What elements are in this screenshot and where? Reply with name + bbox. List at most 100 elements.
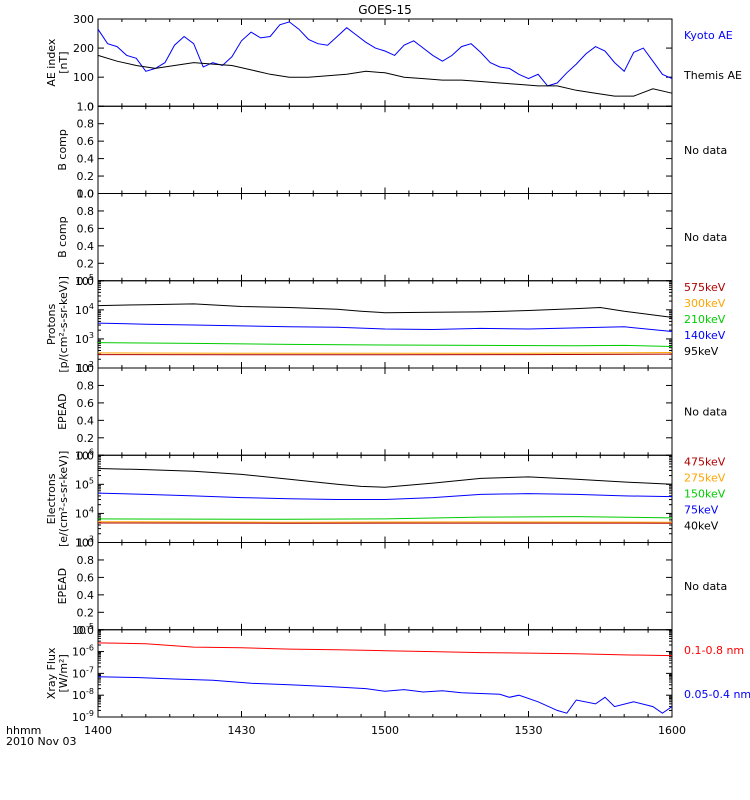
y-tick-label: 0.0 [77, 188, 95, 201]
panel-b2: 0.0 0.2 0.4 0.6 0.8 1.0 B comp No data [56, 188, 727, 288]
panel-frame [97, 18, 673, 107]
time-unit-label: hhmm [6, 724, 41, 737]
x-tick-label: 1600 [658, 724, 686, 737]
chart-title: GOES-15 [358, 3, 412, 17]
series-line-75kev [97, 492, 673, 500]
y-tick-label: 0 [87, 100, 94, 113]
y-tick-label: 0.8 [77, 205, 95, 218]
legend-entry: 575keV [684, 281, 726, 294]
y-tick-label: 0.2 [77, 170, 95, 183]
panel-frame [97, 367, 673, 456]
series-line-140kev [97, 322, 673, 332]
y-tick-label: 0.6 [77, 397, 95, 410]
panel-ae: 0 100 200 300 AE index [nT] Kyoto AE Themis AE [45, 13, 742, 113]
y-axis-label: B comp [56, 129, 69, 171]
y-axis-label: Protons [45, 304, 58, 345]
y-axis-label: EPEAD [56, 393, 69, 430]
panel-protons: 102 103 104 105 Protons [p/(cm²-s-sr-keV)] 575… [45, 273, 726, 375]
panel-frame [97, 629, 673, 718]
y-tick-label: 0.0 [77, 624, 95, 637]
series-line-40kev [97, 468, 673, 488]
series-line-kyoto-ae [97, 21, 673, 87]
panel-epead1: 0.0 0.2 0.4 0.6 0.8 1.0 EPEAD No data [56, 362, 727, 462]
legend-entry: 210keV [684, 313, 726, 326]
y-tick-label: 0.4 [77, 240, 95, 253]
legend-entry: 475keV [684, 455, 726, 468]
y-tick-label: 1.0 [77, 188, 95, 201]
y-tick-label: 0.6 [77, 571, 95, 584]
panel-xray: 10-9 10-8 10-7 10-6 10-5 Xray Flux [W/m²] 0.1-0… [45, 622, 750, 724]
y-tick-label: 10-7 [72, 665, 94, 680]
y-tick-label: 300 [73, 13, 94, 26]
y-tick-label: 0.8 [77, 379, 95, 392]
no-data-label: No data [684, 406, 727, 419]
date-label: 2010 Nov 03 [6, 735, 76, 748]
y-axis-label: [W/m²] [57, 654, 70, 692]
y-tick-label: 0.6 [77, 222, 95, 235]
legend-entry: 300keV [684, 297, 726, 310]
y-tick-label: 0.8 [77, 118, 95, 131]
y-axis-label: Xray Flux [45, 647, 58, 699]
panel-frame [97, 193, 673, 282]
series-line-575kev [97, 353, 673, 356]
y-tick-label: 0.0 [77, 275, 95, 288]
y-tick-label: 106 [75, 447, 94, 462]
panel-frame [97, 542, 673, 631]
panel-epead2: 0.0 0.2 0.4 0.6 0.8 1.0 EPEAD No data [56, 537, 727, 637]
no-data-label: No data [684, 144, 727, 157]
y-tick-label: 105 [75, 476, 94, 491]
y-tick-label: 0.0 [77, 449, 95, 462]
y-tick-label: 103 [75, 535, 94, 550]
y-tick-label: 0.2 [77, 432, 95, 445]
y-tick-label: 104 [75, 505, 94, 520]
x-tick-label: 1500 [371, 724, 399, 737]
legend-entry: 40keV [684, 519, 719, 532]
y-axis-label: AE index [45, 38, 58, 87]
legend-entry: 0.1-0.8 nm [684, 644, 744, 657]
x-tick-label: 1530 [515, 724, 543, 737]
series-line-275kev [97, 521, 673, 523]
y-tick-label: 1.0 [77, 362, 95, 375]
y-tick-label: 100 [73, 71, 94, 84]
x-tick-label: 1430 [228, 724, 256, 737]
panel-b1: 0.0 0.2 0.4 0.6 0.8 1.0 B comp No data [56, 100, 727, 200]
legend-entry: 75keV [684, 503, 719, 516]
y-axis-label: [e/(cm²-s-sr-keV)] [57, 451, 70, 547]
y-tick-label: 105 [75, 273, 94, 288]
series-line-95kev [97, 303, 673, 318]
series-line-210kev [97, 342, 673, 347]
y-tick-label: 0.4 [77, 414, 95, 427]
legend-entry: Themis AE [683, 69, 742, 82]
legend-entry: 150keV [684, 487, 726, 500]
y-tick-label: 102 [75, 360, 94, 375]
series-line-themis-ae [97, 54, 673, 97]
y-tick-label: 0.4 [77, 589, 95, 602]
y-tick-label: 200 [73, 42, 94, 55]
series-line-0-1-0-8-nm [97, 642, 673, 657]
y-tick-label: 0.2 [77, 257, 95, 270]
y-tick-label: 10-8 [72, 687, 94, 702]
y-tick-label: 0.2 [77, 606, 95, 619]
y-tick-label: 10-9 [72, 709, 94, 724]
y-axis-label: [p/(cm²-s-sr-keV)] [57, 276, 70, 373]
legend-entry: 275keV [684, 471, 726, 484]
y-tick-label: 0.4 [77, 153, 95, 166]
y-tick-label: 0.6 [77, 135, 95, 148]
y-tick-label: 10-5 [72, 622, 94, 637]
legend-entry: Kyoto AE [684, 29, 733, 42]
no-data-label: No data [684, 580, 727, 593]
y-axis-label: B comp [56, 216, 69, 258]
series-line-300kev [97, 352, 673, 354]
y-axis-label: [nT] [57, 51, 70, 73]
series-line-0-05-0-4-nm [97, 676, 673, 714]
panel-frame [97, 105, 673, 194]
y-axis-label: Electrons [45, 473, 58, 524]
y-tick-label: 104 [75, 302, 94, 317]
legend-entry: 0.05-0.4 nm [684, 688, 750, 701]
series-line-150kev [97, 516, 673, 520]
y-tick-label: 10-6 [72, 644, 94, 659]
x-tick-label: 1400 [84, 724, 112, 737]
y-tick-label: 0.8 [77, 554, 95, 567]
y-tick-label: 103 [75, 331, 94, 346]
